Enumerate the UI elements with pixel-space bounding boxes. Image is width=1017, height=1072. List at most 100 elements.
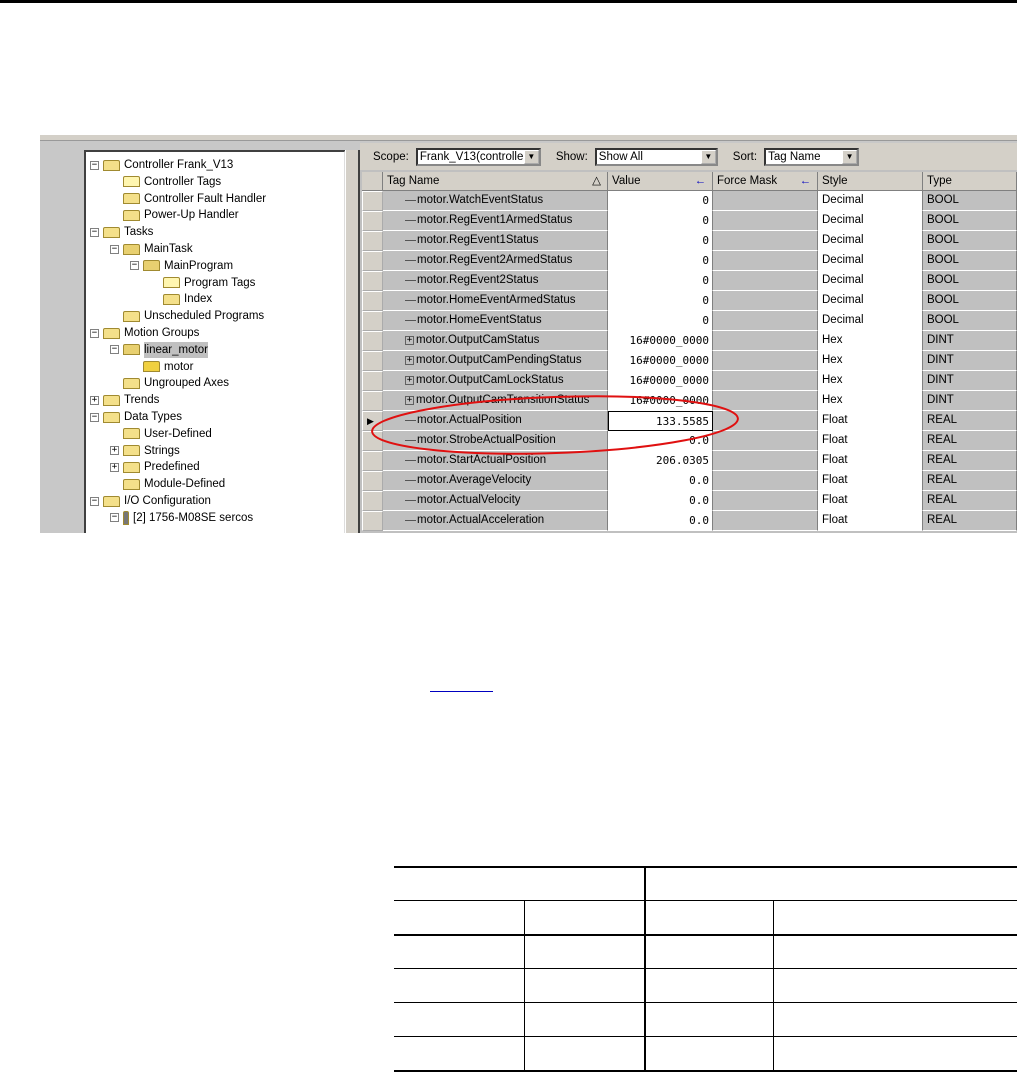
sort-dropdown[interactable]: Tag Name ▼: [764, 147, 860, 166]
tag-row[interactable]: motor.RegEvent2Status 0 Decimal BOOL: [362, 271, 1017, 291]
tag-value-cell[interactable]: 206.0305: [608, 451, 713, 471]
tag-value-cell[interactable]: 133.5585: [608, 411, 713, 431]
column-header-tag-name[interactable]: Tag Name △: [383, 172, 608, 191]
row-selector[interactable]: [362, 291, 383, 311]
tag-row[interactable]: motor.ActualAcceleration 0.0 Float REAL: [362, 511, 1017, 531]
tree-item[interactable]: − [2] 1756-M08SE sercos: [110, 510, 253, 526]
row-selector[interactable]: [362, 451, 383, 471]
style-cell[interactable]: Decimal: [818, 311, 923, 331]
style-cell[interactable]: Decimal: [818, 271, 923, 291]
collapse-icon[interactable]: −: [90, 159, 99, 170]
tag-value-cell[interactable]: 0: [608, 211, 713, 231]
controller-organizer-tree[interactable]: − Controller Frank_V13 Controller Tags Cont…: [84, 150, 346, 533]
tree-item[interactable]: − MainProgram: [130, 258, 233, 274]
tag-value-cell[interactable]: 0: [608, 311, 713, 331]
collapse-icon[interactable]: −: [90, 226, 99, 237]
collapse-icon[interactable]: −: [90, 327, 99, 338]
tag-value-cell[interactable]: 16#0000_0000: [608, 351, 713, 371]
column-header-force-mask[interactable]: Force Mask ←: [713, 172, 818, 191]
tree-item[interactable]: Power-Up Handler: [110, 207, 239, 223]
tag-row[interactable]: + motor.OutputCamTransitionStatus 16#0000_…: [362, 391, 1017, 411]
tree-item[interactable]: − I/O Configuration: [90, 493, 211, 509]
tree-item[interactable]: Module-Defined: [110, 476, 225, 492]
tag-row[interactable]: + motor.OutputCamPendingStatus 16#0000_000…: [362, 351, 1017, 371]
tree-item[interactable]: + Strings: [110, 443, 180, 459]
tree-item[interactable]: − MainTask: [110, 241, 193, 257]
tag-row[interactable]: ▶ motor.ActualPosition 133.5585 Float REAL: [362, 411, 1017, 431]
expand-icon[interactable]: +: [90, 394, 99, 405]
tag-value-cell[interactable]: 0.0: [608, 471, 713, 491]
tag-value-cell[interactable]: 0: [608, 251, 713, 271]
chevron-down-icon[interactable]: ▼: [523, 149, 539, 164]
row-selector[interactable]: [362, 371, 383, 391]
tag-row[interactable]: motor.HomeEventStatus 0 Decimal BOOL: [362, 311, 1017, 331]
tree-item[interactable]: − Motion Groups: [90, 325, 199, 341]
collapse-icon[interactable]: −: [110, 512, 119, 523]
tree-item[interactable]: + Trends: [90, 392, 159, 408]
style-cell[interactable]: Float: [818, 431, 923, 451]
row-selector[interactable]: [362, 211, 383, 231]
hyperlink-underline[interactable]: [430, 691, 493, 692]
row-selector[interactable]: [362, 391, 383, 411]
collapse-icon[interactable]: −: [110, 243, 119, 254]
row-selector[interactable]: [362, 311, 383, 331]
row-selector[interactable]: [362, 191, 383, 211]
tree-item[interactable]: Controller Fault Handler: [110, 191, 266, 207]
expand-icon[interactable]: +: [405, 335, 414, 345]
expand-icon[interactable]: +: [405, 355, 414, 365]
style-cell[interactable]: Hex: [818, 391, 923, 411]
collapse-icon[interactable]: −: [130, 260, 139, 271]
tag-value-cell[interactable]: 0.0: [608, 511, 713, 531]
tag-value-cell[interactable]: 0: [608, 231, 713, 251]
tag-row[interactable]: motor.HomeEventArmedStatus 0 Decimal BOOL: [362, 291, 1017, 311]
chevron-down-icon[interactable]: ▼: [842, 149, 858, 164]
tag-row[interactable]: + motor.OutputCamLockStatus 16#0000_0000 He…: [362, 371, 1017, 391]
collapse-icon[interactable]: −: [90, 495, 99, 506]
tree-item[interactable]: Ungrouped Axes: [110, 375, 229, 391]
column-header-style[interactable]: Style: [818, 172, 923, 191]
expand-icon[interactable]: +: [110, 445, 119, 456]
tree-item[interactable]: motor: [130, 359, 193, 375]
tag-row[interactable]: motor.StrobeActualPosition 0.0 Float REAL: [362, 431, 1017, 451]
style-cell[interactable]: Decimal: [818, 191, 923, 211]
expand-icon[interactable]: +: [110, 461, 119, 472]
pane-splitter[interactable]: [345, 150, 360, 533]
style-cell[interactable]: Decimal: [818, 291, 923, 311]
style-cell[interactable]: Float: [818, 451, 923, 471]
style-cell[interactable]: Hex: [818, 351, 923, 371]
tag-value-cell[interactable]: 0.0: [608, 491, 713, 511]
tag-value-cell[interactable]: 16#0000_0000: [608, 371, 713, 391]
expand-icon[interactable]: +: [405, 395, 414, 405]
row-selector[interactable]: [362, 491, 383, 511]
style-cell[interactable]: Float: [818, 471, 923, 491]
row-selector[interactable]: [362, 231, 383, 251]
style-cell[interactable]: Decimal: [818, 231, 923, 251]
tree-item[interactable]: User-Defined: [110, 426, 212, 442]
tree-item[interactable]: Index: [150, 291, 212, 307]
style-cell[interactable]: Float: [818, 491, 923, 511]
tag-row[interactable]: motor.WatchEventStatus 0 Decimal BOOL: [362, 191, 1017, 211]
style-cell[interactable]: Hex: [818, 331, 923, 351]
row-selector[interactable]: [362, 431, 383, 451]
tree-item[interactable]: Controller Tags: [110, 174, 221, 190]
tag-row[interactable]: motor.RegEvent2ArmedStatus 0 Decimal BOOL: [362, 251, 1017, 271]
style-cell[interactable]: Hex: [818, 371, 923, 391]
row-selector[interactable]: ▶: [362, 411, 383, 431]
column-header-type[interactable]: Type: [923, 172, 1017, 191]
scope-dropdown[interactable]: Frank_V13(controlle ▼: [415, 147, 541, 166]
tree-item[interactable]: Program Tags: [150, 275, 255, 291]
row-selector[interactable]: [362, 511, 383, 531]
style-cell[interactable]: Decimal: [818, 251, 923, 271]
tag-value-cell[interactable]: 16#0000_0000: [608, 391, 713, 411]
collapse-icon[interactable]: −: [90, 411, 99, 422]
row-selector[interactable]: [362, 351, 383, 371]
tree-item[interactable]: − linear_motor: [110, 341, 208, 358]
tree-item[interactable]: − Controller Frank_V13: [90, 157, 233, 173]
row-selector[interactable]: [362, 331, 383, 351]
collapse-icon[interactable]: −: [110, 344, 119, 355]
tag-row[interactable]: motor.StartActualPosition 206.0305 Float RE…: [362, 451, 1017, 471]
style-cell[interactable]: Decimal: [818, 211, 923, 231]
chevron-down-icon[interactable]: ▼: [700, 149, 716, 164]
tag-row[interactable]: motor.RegEvent1ArmedStatus 0 Decimal BOOL: [362, 211, 1017, 231]
tag-value-cell[interactable]: 0.0: [608, 431, 713, 451]
